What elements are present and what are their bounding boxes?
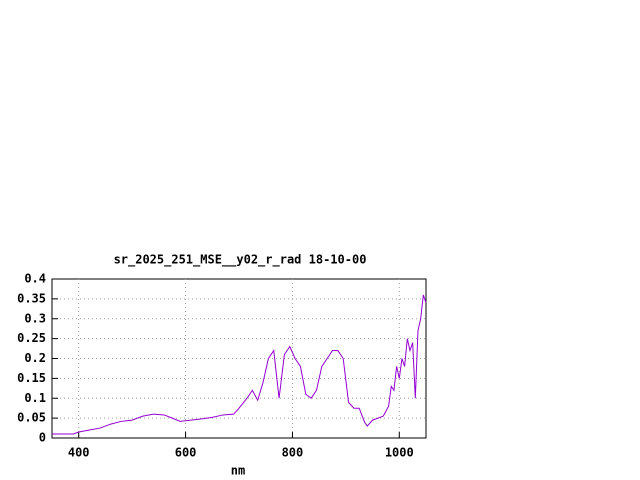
y-tick-label: 0.35 (17, 291, 46, 305)
y-tick-label: 0.1 (24, 391, 46, 405)
y-tick-label: 0.05 (17, 411, 46, 425)
chart-title: sr_2025_251_MSE__y02_r_rad 18-10-00 (114, 253, 367, 268)
y-tick-label: 0.15 (17, 371, 46, 385)
x-tick-label: 1000 (385, 446, 414, 460)
x-axis-label: nm (231, 464, 245, 478)
y-tick-label: 0 (39, 431, 46, 445)
y-tick-label: 0.2 (24, 351, 46, 365)
data-line (52, 294, 427, 435)
y-tick-label: 0.4 (24, 272, 46, 286)
y-tick-label: 0.3 (24, 311, 46, 325)
x-tick-label: 600 (175, 446, 197, 460)
x-tick-label: 400 (68, 446, 90, 460)
x-tick-label: 800 (282, 446, 304, 460)
y-tick-label: 0.25 (17, 331, 46, 345)
